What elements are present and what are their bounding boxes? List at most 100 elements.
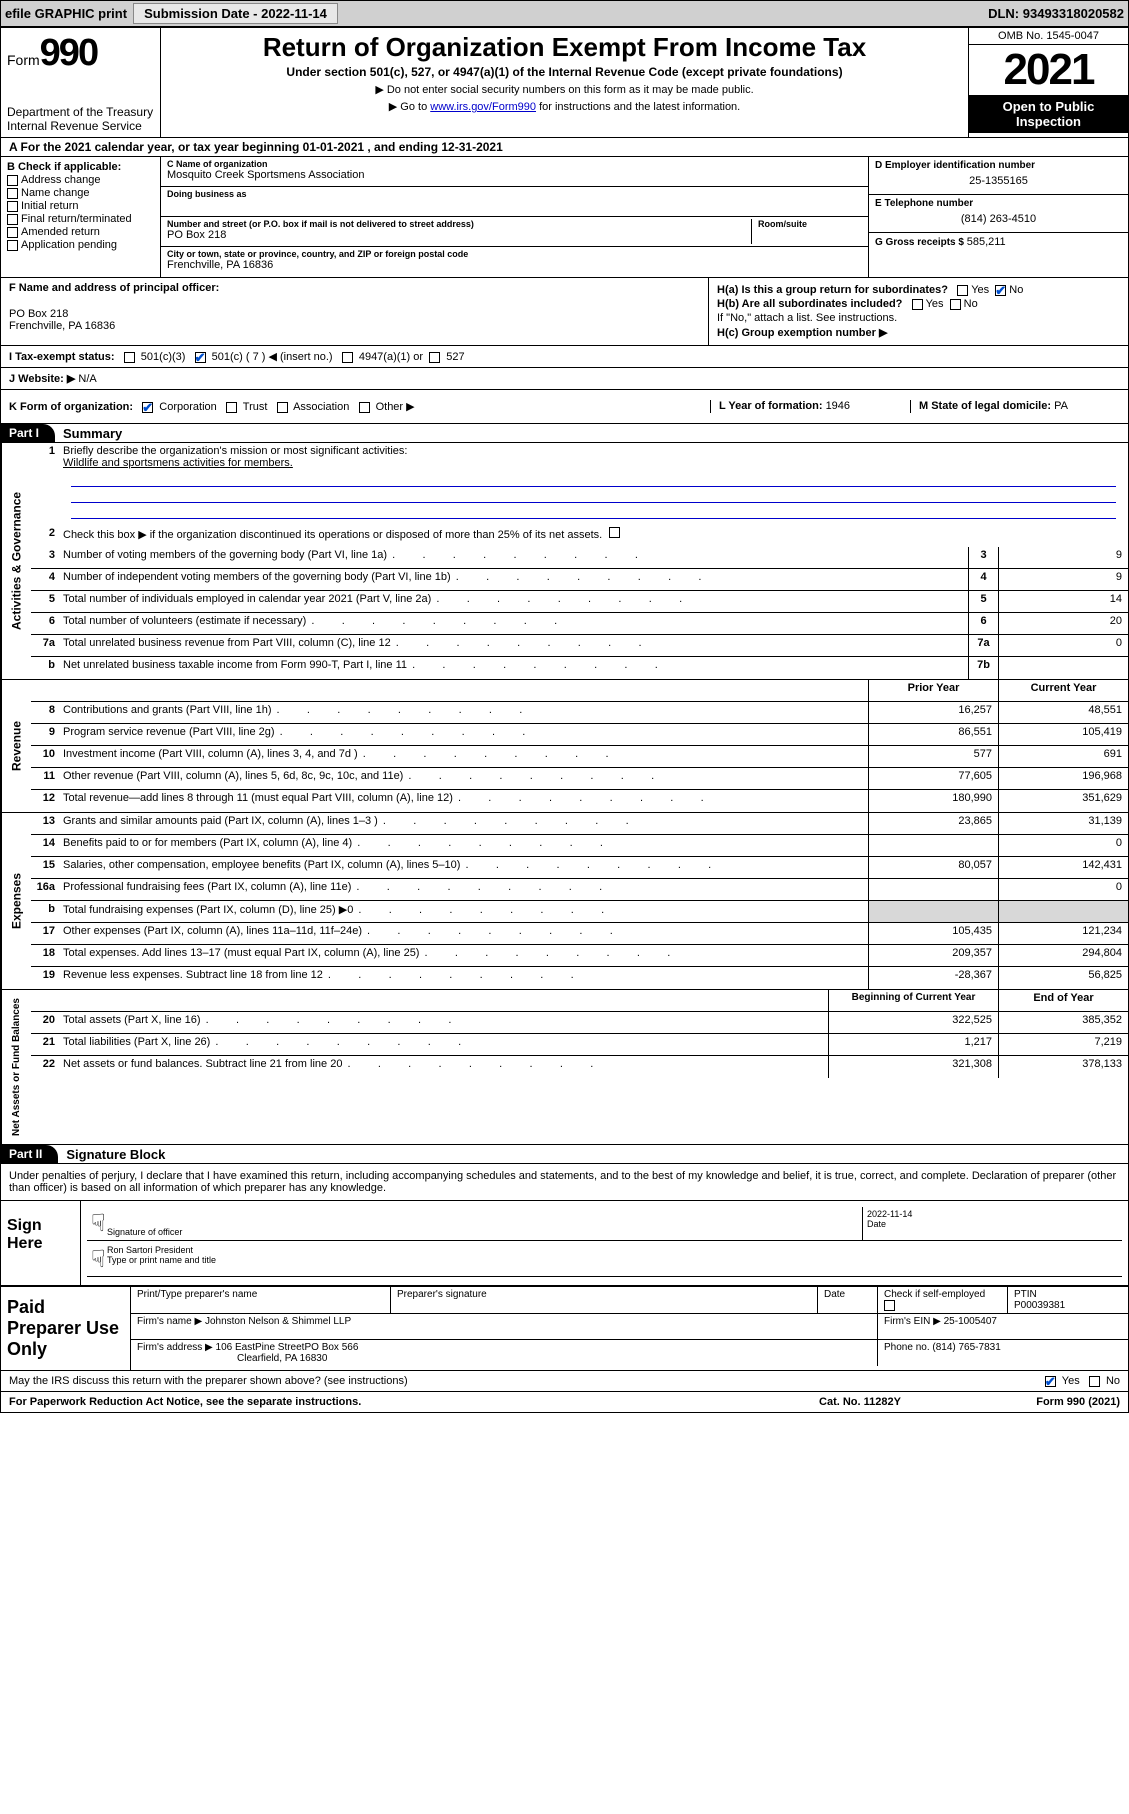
chk-application-pending[interactable] xyxy=(7,240,18,251)
form-title: Return of Organization Exempt From Incom… xyxy=(171,32,958,63)
line-value: 9 xyxy=(998,569,1128,590)
chk-address-change[interactable] xyxy=(7,175,18,186)
line-box: 5 xyxy=(968,591,998,612)
cat-number: Cat. No. 11282Y xyxy=(760,1396,960,1408)
prior-value: 105,435 xyxy=(868,923,998,944)
table-row: 19 Revenue less expenses. Subtract line … xyxy=(31,967,1128,989)
chk-discontinued[interactable] xyxy=(609,527,620,538)
ha-label: H(a) Is this a group return for subordin… xyxy=(717,284,948,296)
section-h: H(a) Is this a group return for subordin… xyxy=(708,278,1128,345)
chk-corporation[interactable] xyxy=(142,402,153,413)
line-number: 15 xyxy=(31,857,59,878)
line-number: 14 xyxy=(31,835,59,856)
prior-value: 77,605 xyxy=(868,768,998,789)
chk-527[interactable] xyxy=(429,352,440,363)
f-label: F Name and address of principal officer: xyxy=(9,282,700,294)
line-number: 4 xyxy=(31,569,59,590)
sign-here-section: Sign Here ☟ Signature of officer 2022-11… xyxy=(1,1201,1128,1287)
vtab-governance: Activities & Governance xyxy=(1,443,31,679)
firm-name-label: Firm's name ▶ xyxy=(137,1316,205,1327)
line-value: 20 xyxy=(998,613,1128,634)
line-desc: Other revenue (Part VIII, column (A), li… xyxy=(59,768,868,789)
current-value: 0 xyxy=(998,879,1128,900)
chk-other[interactable] xyxy=(359,402,370,413)
line-desc: Other expenses (Part IX, column (A), lin… xyxy=(59,923,868,944)
irs-label: Internal Revenue Service xyxy=(7,119,154,133)
end-year-header: End of Year xyxy=(998,990,1128,1011)
chk-association[interactable] xyxy=(277,402,288,413)
row-klm: K Form of organization: Corporation Trus… xyxy=(1,390,1128,424)
line-number: 8 xyxy=(31,702,59,723)
header-mid: Return of Organization Exempt From Incom… xyxy=(161,28,968,137)
chk-501c[interactable] xyxy=(195,352,206,363)
line-number: 13 xyxy=(31,813,59,834)
footer-last: For Paperwork Reduction Act Notice, see … xyxy=(1,1392,1128,1412)
omb-number: OMB No. 1545-0047 xyxy=(969,28,1128,45)
line2-text: Check this box ▶ if the organization dis… xyxy=(59,525,1128,547)
current-value xyxy=(998,901,1128,922)
line-desc: Investment income (Part VIII, column (A)… xyxy=(59,746,868,767)
discuss-no-checkbox[interactable] xyxy=(1089,1376,1100,1387)
line-number: 6 xyxy=(31,613,59,634)
discuss-yes-checkbox[interactable] xyxy=(1045,1376,1056,1387)
submission-date-button[interactable]: Submission Date - 2022-11-14 xyxy=(133,3,338,24)
hb-no-checkbox[interactable] xyxy=(950,299,961,310)
prior-value: 577 xyxy=(868,746,998,767)
vtab-net-assets: Net Assets or Fund Balances xyxy=(1,990,31,1144)
line-number: 17 xyxy=(31,923,59,944)
chk-501c3[interactable] xyxy=(124,352,135,363)
table-row: 5 Total number of individuals employed i… xyxy=(31,591,1128,613)
line-value: 0 xyxy=(998,635,1128,656)
table-row: 16a Professional fundraising fees (Part … xyxy=(31,879,1128,901)
chk-initial-return[interactable] xyxy=(7,201,18,212)
begin-year-header: Beginning of Current Year xyxy=(828,990,998,1011)
prior-value: 23,865 xyxy=(868,813,998,834)
mission-line xyxy=(71,505,1116,519)
line-box: 6 xyxy=(968,613,998,634)
part2-header-row: Part II Signature Block xyxy=(1,1145,1128,1164)
street-address: PO Box 218 xyxy=(167,229,745,241)
table-row: 3 Number of voting members of the govern… xyxy=(31,547,1128,569)
firm-ein: 25-1005407 xyxy=(944,1316,997,1327)
section-fgh: F Name and address of principal officer:… xyxy=(1,278,1128,346)
line-desc: Grants and similar amounts paid (Part IX… xyxy=(59,813,868,834)
hb-label: H(b) Are all subordinates included? xyxy=(717,298,902,310)
ha-yes-checkbox[interactable] xyxy=(957,285,968,296)
table-row: 18 Total expenses. Add lines 13–17 (must… xyxy=(31,945,1128,967)
ptin-label: PTIN xyxy=(1014,1289,1122,1300)
chk-4947[interactable] xyxy=(342,352,353,363)
line-number: 18 xyxy=(31,945,59,966)
current-value: 7,219 xyxy=(998,1034,1128,1055)
line-box: 7a xyxy=(968,635,998,656)
chk-final-return[interactable] xyxy=(7,214,18,225)
irs-link[interactable]: www.irs.gov/Form990 xyxy=(430,101,536,113)
line-number: 11 xyxy=(31,768,59,789)
current-value: 0 xyxy=(998,835,1128,856)
m-label: M State of legal domicile: xyxy=(919,400,1054,412)
chk-trust[interactable] xyxy=(226,402,237,413)
current-value: 142,431 xyxy=(998,857,1128,878)
line-desc: Number of voting members of the governin… xyxy=(59,547,968,568)
name-arrow-icon: ☟ xyxy=(87,1243,103,1276)
prior-value xyxy=(868,879,998,900)
top-bar: efile GRAPHIC print Submission Date - 20… xyxy=(0,0,1129,27)
table-row: 4 Number of independent voting members o… xyxy=(31,569,1128,591)
ha-no-checkbox[interactable] xyxy=(995,285,1006,296)
chk-name-change[interactable] xyxy=(7,188,18,199)
line-desc: Total number of individuals employed in … xyxy=(59,591,968,612)
line-number: 7a xyxy=(31,635,59,656)
vtab-expenses: Expenses xyxy=(1,813,31,989)
chk-self-employed[interactable] xyxy=(884,1300,895,1311)
row-a-tax-year: A For the 2021 calendar year, or tax yea… xyxy=(1,138,1128,157)
current-value: 294,804 xyxy=(998,945,1128,966)
room-label: Room/suite xyxy=(758,219,862,229)
note-ssn: ▶ Do not enter social security numbers o… xyxy=(171,83,958,96)
line-desc: Professional fundraising fees (Part IX, … xyxy=(59,879,868,900)
chk-amended-return[interactable] xyxy=(7,227,18,238)
table-row: 22 Net assets or fund balances. Subtract… xyxy=(31,1056,1128,1078)
line-number: 16a xyxy=(31,879,59,900)
b-header: B Check if applicable: xyxy=(7,161,154,173)
sign-date: 2022-11-14 xyxy=(867,1209,1118,1219)
paid-preparer-section: Paid Preparer Use Only Print/Type prepar… xyxy=(1,1287,1128,1371)
hb-yes-checkbox[interactable] xyxy=(912,299,923,310)
